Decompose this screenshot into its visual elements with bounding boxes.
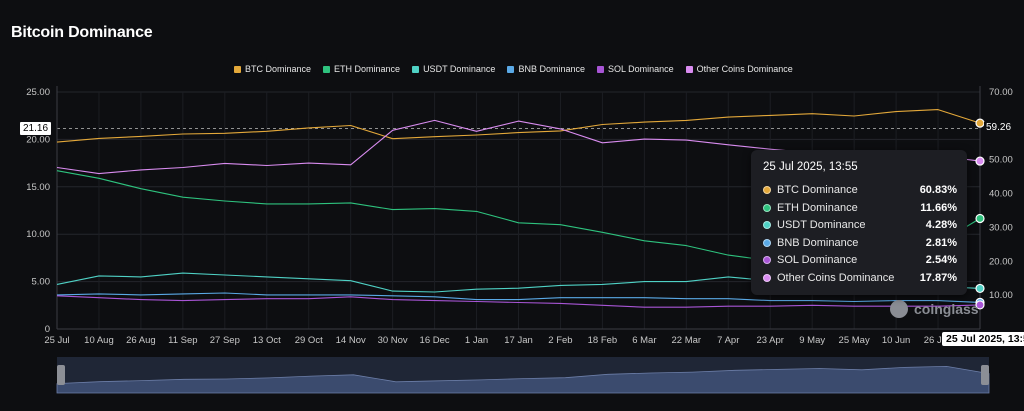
tooltip-dot bbox=[763, 221, 771, 229]
legend-label: Other Coins Dominance bbox=[696, 64, 793, 74]
tooltip-label: BNB Dominance bbox=[777, 236, 859, 249]
y-left-tick: 10.00 bbox=[26, 229, 50, 240]
y-left-tick: 25.00 bbox=[26, 87, 50, 98]
x-tick: 26 Jun bbox=[924, 335, 953, 346]
legend-item[interactable]: BNB Dominance bbox=[507, 64, 585, 74]
x-tick: 7 Apr bbox=[717, 335, 739, 346]
y-left-tick: 15.00 bbox=[26, 182, 50, 193]
y-right-tick: 70.00 bbox=[989, 87, 1013, 98]
series-endpoint bbox=[975, 156, 985, 166]
tooltip-row: Other Coins Dominance 17.87% bbox=[763, 271, 957, 285]
tooltip-dot bbox=[763, 273, 771, 282]
crosshair-right-value: 59.26 bbox=[984, 122, 1014, 133]
navigator-area bbox=[56, 365, 990, 394]
tooltip-value: 4.28% bbox=[925, 219, 957, 231]
navigator-right-handle[interactable] bbox=[981, 365, 989, 385]
x-tick: 27 Sep bbox=[210, 335, 240, 346]
coinglass-logo-icon bbox=[890, 300, 908, 318]
legend-swatch bbox=[412, 65, 420, 73]
x-tick: 13 Oct bbox=[253, 335, 281, 346]
y-left-tick: 0 bbox=[45, 324, 50, 335]
x-tick: 30 Nov bbox=[378, 335, 408, 346]
legend-item[interactable]: BTC Dominance bbox=[234, 64, 311, 74]
data-tooltip: 25 Jul 2025, 13:55 BTC Dominance 60.83% ET… bbox=[751, 150, 967, 295]
x-tick: 25 Jul bbox=[44, 335, 69, 346]
tooltip-row: ETH Dominance 11.66% bbox=[763, 201, 957, 215]
series-line bbox=[56, 292, 981, 303]
legend-item[interactable]: ETH Dominance bbox=[323, 64, 400, 74]
legend-label: BTC Dominance bbox=[245, 64, 312, 74]
series-endpoint bbox=[975, 300, 985, 310]
brand-name: coinglass bbox=[914, 301, 979, 317]
x-tick: 10 Jun bbox=[882, 335, 911, 346]
x-tick: 29 Oct bbox=[295, 335, 323, 346]
tooltip-row: USDT Dominance 4.28% bbox=[763, 218, 957, 232]
tooltip-value: 11.66% bbox=[920, 201, 957, 214]
tooltip-row: BNB Dominance 2.81% bbox=[763, 236, 957, 250]
tooltip-label: USDT Dominance bbox=[777, 219, 866, 231]
legend-swatch bbox=[507, 65, 515, 73]
tooltip-value: 17.87% bbox=[919, 271, 957, 284]
tooltip-label: SOL Dominance bbox=[777, 254, 858, 266]
x-tick: 2 Feb bbox=[548, 335, 572, 346]
legend-label: BNB Dominance bbox=[518, 64, 585, 74]
tooltip-row: BTC Dominance 60.83% bbox=[763, 183, 957, 197]
legend-swatch bbox=[596, 65, 604, 73]
tooltip-dot bbox=[763, 186, 771, 194]
crosshair-date-label: 25 Jul 2025, 13:55 bbox=[942, 332, 1024, 346]
tooltip-dot bbox=[763, 238, 771, 247]
legend-label: USDT Dominance bbox=[423, 64, 496, 74]
x-tick: 26 Aug bbox=[126, 335, 156, 346]
x-tick: 18 Feb bbox=[588, 335, 618, 346]
x-tick: 1 Jan bbox=[465, 335, 488, 346]
y-right-tick: 30.00 bbox=[989, 222, 1013, 233]
x-tick: 23 Apr bbox=[756, 335, 783, 346]
legend-swatch bbox=[685, 65, 693, 73]
legend-item[interactable]: SOL Dominance bbox=[596, 64, 674, 74]
legend-label: ETH Dominance bbox=[334, 64, 401, 74]
series-endpoint bbox=[975, 213, 985, 224]
x-tick: 22 Mar bbox=[672, 335, 702, 346]
x-tick: 14 Nov bbox=[336, 335, 366, 346]
y-left-tick: 5.00 bbox=[32, 277, 51, 288]
x-tick: 11 Sep bbox=[168, 335, 197, 346]
tooltip-value: 60.83% bbox=[919, 184, 957, 196]
tooltip-row: SOL Dominance 2.54% bbox=[763, 253, 957, 267]
tooltip-dot bbox=[763, 256, 771, 264]
series-line bbox=[56, 109, 981, 143]
series-endpoint bbox=[975, 283, 985, 294]
series-endpoint bbox=[975, 118, 985, 128]
navigator-left-handle[interactable] bbox=[57, 365, 65, 385]
coinglass-watermark: coinglass bbox=[890, 300, 979, 318]
y-right-tick: 40.00 bbox=[989, 189, 1013, 200]
tooltip-label: Other Coins Dominance bbox=[777, 271, 895, 284]
crosshair-left-value: 21.16 bbox=[20, 122, 51, 135]
chart-legend: BTC Dominance ETH Dominance USDT Dominance… bbox=[234, 64, 793, 74]
tooltip-dot bbox=[763, 203, 771, 212]
x-tick: 16 Dec bbox=[420, 335, 450, 346]
legend-item[interactable]: Other Coins Dominance bbox=[685, 64, 793, 74]
x-tick: 17 Jan bbox=[504, 335, 533, 346]
y-right-tick: 10.00 bbox=[989, 290, 1013, 301]
tooltip-label: ETH Dominance bbox=[777, 201, 858, 214]
legend-swatch bbox=[323, 65, 331, 73]
y-right-tick: 20.00 bbox=[989, 256, 1013, 267]
x-tick: 9 May bbox=[799, 335, 825, 346]
x-tick: 6 Mar bbox=[632, 335, 656, 346]
page-title: Bitcoin Dominance bbox=[11, 24, 153, 41]
x-tick: 10 Aug bbox=[84, 335, 114, 346]
x-tick: 25 May bbox=[839, 335, 870, 346]
y-left-tick: 20.00 bbox=[26, 134, 50, 145]
series-line bbox=[56, 295, 981, 308]
legend-label: SOL Dominance bbox=[607, 64, 674, 74]
tooltip-value: 2.54% bbox=[925, 254, 957, 266]
tooltip-value: 2.81% bbox=[925, 236, 957, 249]
tooltip-label: BTC Dominance bbox=[777, 184, 858, 196]
y-right-tick: 50.00 bbox=[989, 155, 1013, 166]
tooltip-title: 25 Jul 2025, 13:55 bbox=[763, 161, 858, 173]
legend-swatch bbox=[234, 65, 241, 73]
legend-item[interactable]: USDT Dominance bbox=[412, 64, 495, 74]
